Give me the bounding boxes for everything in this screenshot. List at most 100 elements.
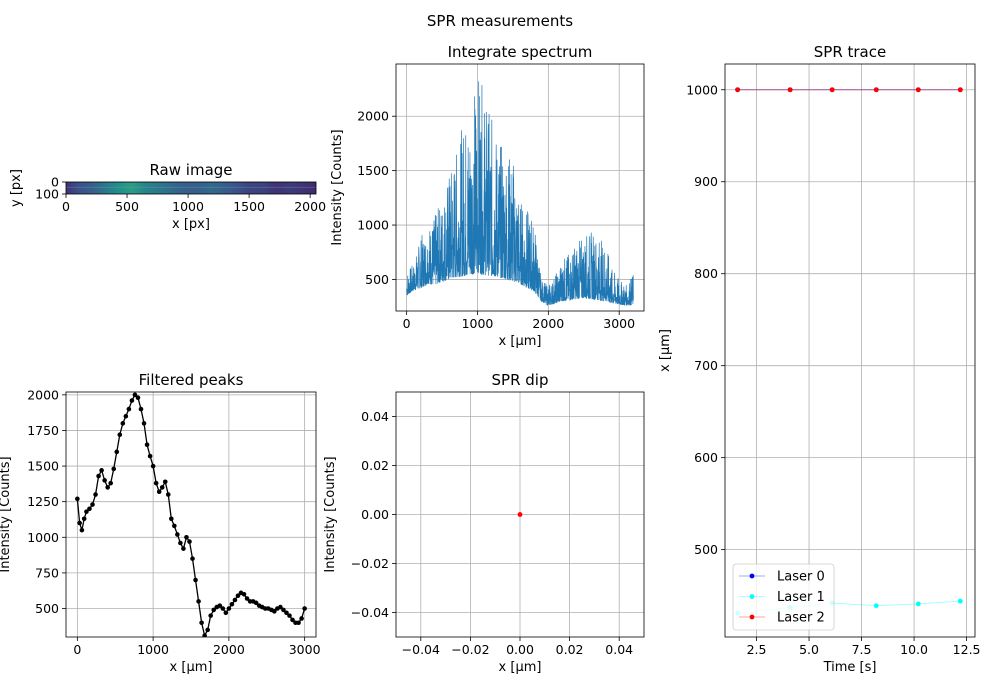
raw-frame — [65, 181, 317, 195]
legend-marker-0 — [749, 573, 755, 579]
peaks-point — [159, 485, 165, 490]
peaks-point — [84, 509, 89, 514]
panel-peaks: 0 1000 2000 3000 500 750 1000 1250 1500 1750 2000 F… — [0, 371, 321, 675]
trace-xtick-label: 5.0 — [799, 642, 819, 657]
peaks-point — [244, 596, 250, 601]
peaks-point — [175, 532, 180, 537]
peaks-point — [178, 540, 183, 546]
trace-point — [915, 87, 921, 93]
peaks-title: Filtered peaks — [139, 371, 244, 389]
trace-point — [873, 603, 879, 609]
spectrum-line — [406, 81, 634, 306]
peaks-point — [287, 613, 292, 618]
peaks-point — [223, 610, 229, 616]
peaks-point — [208, 613, 213, 618]
peaks-point — [108, 480, 113, 486]
peaks-point — [75, 496, 80, 502]
peaks-point — [129, 398, 135, 403]
peaks-point — [284, 610, 289, 616]
peaks-point — [102, 478, 107, 483]
peaks-point — [162, 479, 168, 485]
peaks-point — [196, 599, 201, 604]
trace-point — [957, 87, 963, 93]
peaks-point — [232, 597, 238, 603]
peaks-point — [114, 449, 120, 455]
dip-ytick-label: −0.02 — [351, 556, 389, 571]
trace-point — [873, 87, 879, 93]
peaks-point — [202, 633, 207, 637]
peaks-frame — [65, 391, 317, 638]
spectrum-ylabel: Intensity [Counts] — [330, 129, 345, 245]
spectrum-ytick-label: 1500 — [357, 163, 389, 178]
peaks-point — [144, 442, 150, 448]
legend-marker-2 — [749, 614, 755, 620]
trace-ytick-label: 800 — [694, 266, 718, 281]
trace-title: SPR trace — [814, 43, 886, 61]
dip-xtick-label: 0.00 — [506, 642, 534, 657]
peaks-xlabel: x [μm] — [170, 660, 213, 675]
peaks-ytick-label: 1250 — [27, 494, 59, 509]
trace-legend-box — [732, 563, 835, 631]
dip-frame — [395, 391, 645, 638]
legend-label-1: Laser 1 — [777, 590, 825, 605]
raw-plot-area — [66, 182, 316, 194]
peaks-point — [199, 620, 204, 626]
legend-label-2: Laser 2 — [777, 611, 825, 626]
peaks-point — [87, 506, 92, 512]
peaks-point — [138, 406, 144, 412]
panel-dip: −0.04 −0.02 0.00 0.02 0.04 −0.04 −0.02 0.00 0.02… — [323, 371, 645, 675]
peaks-xtick-label: 1000 — [137, 642, 169, 657]
peaks-point — [77, 520, 82, 526]
peaks-point — [165, 492, 171, 497]
spectrum-xtick-label: 3000 — [603, 316, 635, 331]
peaks-point — [150, 463, 156, 469]
peaks-point — [117, 432, 123, 438]
spectrum-ytick-label: 2000 — [357, 109, 389, 124]
dip-plot-area — [517, 512, 523, 517]
trace-ytick-label: 500 — [694, 542, 718, 557]
peaks-point — [132, 392, 138, 398]
peaks-point — [120, 421, 126, 426]
peaks-point — [141, 421, 147, 426]
trace-frame — [724, 63, 976, 638]
raw-xlabel: x [px] — [172, 217, 210, 232]
peaks-point — [79, 527, 85, 533]
spectrum-xtick-label: 2000 — [532, 316, 564, 331]
trace-ytick-label: 700 — [694, 358, 718, 373]
dip-xtick-label: −0.04 — [402, 642, 440, 657]
spectrum-title: Integrate spectrum — [448, 43, 593, 61]
peaks-ytick-label: 2000 — [27, 387, 59, 402]
trace-xtick-label: 10.0 — [900, 642, 928, 657]
panel-trace: 2.5 5.0 7.5 10.0 12.5 500 600 700 800 900 1000 SPR … — [658, 43, 981, 675]
peaks-point — [190, 556, 195, 561]
peaks-point — [296, 620, 301, 626]
trace-xtick-label: 12.5 — [953, 642, 981, 657]
peaks-point — [181, 546, 186, 551]
peaks-ytick-label: 1500 — [27, 459, 59, 474]
peaks-xtick-label: 3000 — [289, 642, 321, 657]
peaks-point — [90, 502, 95, 507]
spectrum-ytick-label: 500 — [365, 272, 389, 287]
peaks-point — [105, 485, 110, 490]
dip-xtick-label: 0.04 — [605, 642, 633, 657]
peaks-point — [96, 473, 101, 479]
peaks-series — [75, 392, 307, 637]
trace-point — [915, 601, 921, 607]
dip-xtick-label: −0.02 — [451, 642, 489, 657]
peaks-point — [81, 516, 87, 522]
raw-xtick-label: 500 — [115, 199, 139, 214]
peaks-ytick-label: 1000 — [27, 530, 59, 545]
peaks-xtick-label: 2000 — [213, 642, 245, 657]
trace-point — [787, 87, 793, 93]
spectrum-frame — [395, 63, 645, 312]
spectrum-ytick-label: 1000 — [357, 218, 389, 233]
dip-ytick-label: 0.04 — [361, 409, 389, 424]
peaks-point — [184, 534, 189, 540]
legend-marker-1 — [749, 594, 755, 599]
peaks-point — [235, 593, 241, 598]
spectrum-xtick-label: 1000 — [462, 316, 494, 331]
legend-label-0: Laser 0 — [777, 570, 825, 585]
peaks-point — [290, 617, 295, 623]
peaks-point — [193, 577, 198, 583]
